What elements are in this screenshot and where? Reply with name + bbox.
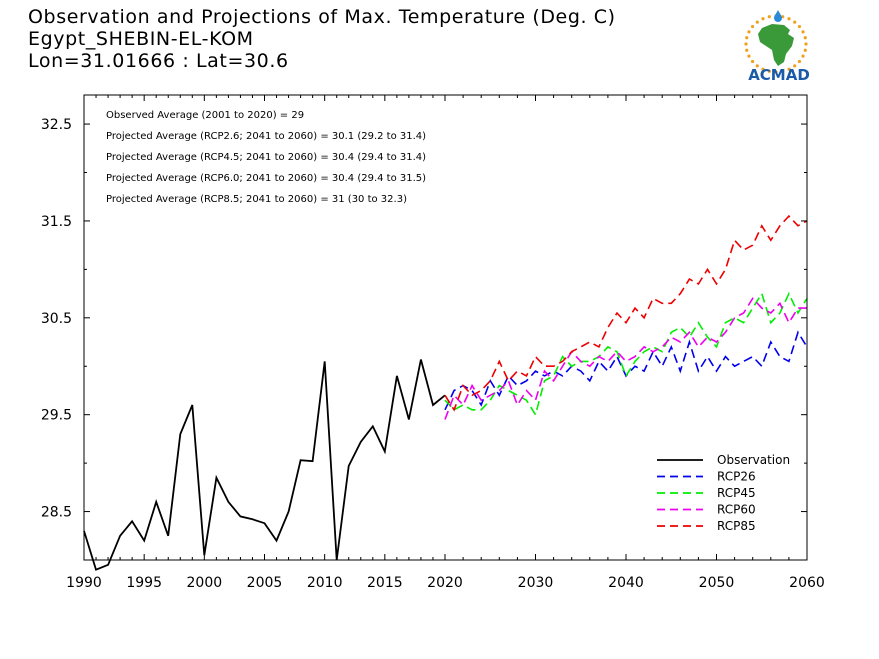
sun-ray-dot [745,48,749,52]
sun-ray-dot [755,64,759,68]
sun-ray-dot [804,42,808,46]
y-tick-label: 30.5 [41,311,72,327]
sun-ray-dot [761,67,765,71]
series-rcp60-line [444,297,807,420]
x-tick-label: 2005 [247,575,283,591]
sun-ray-dot [801,30,805,34]
sun-ray-dot [750,59,755,64]
y-tick-label: 29.5 [41,408,72,424]
sun-ray-dot [793,64,797,68]
location-name: Egypt_SHEBIN-EL-KOM [28,28,254,50]
legend-label-observation: Observation [717,453,790,467]
sun-ray-dot [761,17,765,21]
water-drop-icon [774,10,782,22]
legend-label-rcp85: RCP85 [717,519,756,533]
sun-ray-dot [767,15,771,19]
annotation-block: Observed Average (2001 to 2020) = 29 Proj… [106,110,426,205]
legend: Observation RCP26 RCP45 RCP60 RCP85 [657,453,790,533]
annotation-line: Projected Average (RCP8.5; 2041 to 2060)… [106,194,407,205]
sun-ray-dot [755,20,759,24]
series-rcp26-line [444,330,808,411]
sun-ray-dot [781,69,785,73]
x-tick-label: 2050 [699,575,735,591]
sun-ray-dot [745,36,749,40]
sun-ray-dot [744,42,748,46]
y-tick-label: 28.5 [41,505,72,521]
coordinates: Lon=31.01666 : Lat=30.6 [28,50,289,72]
sun-ray-dot [747,30,751,34]
sun-ray-dot [803,36,807,40]
sun-ray-dot [793,20,797,24]
plot-frame [83,94,808,561]
sun-ray-dot [803,48,807,52]
annotation-line: Projected Average (RCP2.6; 2041 to 2060)… [106,131,426,142]
x-tick-label: 2020 [427,575,463,591]
sun-ray-dot [797,59,802,64]
annotation-line: Projected Average (RCP4.5; 2041 to 2060)… [106,152,426,163]
sun-ray-dot [767,69,771,73]
legend-label-rcp45: RCP45 [717,486,756,500]
sun-ray-dot [774,70,778,74]
series-layer [83,214,808,571]
series-observation-line [83,359,446,571]
africa-map-icon [758,24,794,66]
x-tick-label: 2000 [187,575,223,591]
y-tick-label: 31.5 [41,214,72,230]
sun-ray-dot [797,24,802,29]
x-tick-label: 2060 [789,575,825,591]
x-tick-label: 2010 [307,575,343,591]
axes-layer: 28.5 29.5 30.5 31.5 32.5 1990 1995 2000 2005 2010… [41,94,825,591]
x-tick-label: 1990 [66,575,102,591]
x-tick-label: 1995 [126,575,162,591]
sun-rays-icon [744,14,808,74]
x-tick-label: 2015 [367,575,403,591]
sun-ray-dot [787,17,791,21]
legend-label-rcp60: RCP60 [717,503,756,517]
x-tick-label: 2030 [518,575,554,591]
legend-label-rcp26: RCP26 [717,470,756,484]
chart-title: Observation and Projections of Max. Temp… [28,6,616,28]
annotation-line: Projected Average (RCP6.0; 2041 to 2060)… [106,173,426,184]
sun-ray-dot [801,54,805,58]
sun-ray-dot [787,67,791,71]
y-tick-label: 32.5 [41,117,72,133]
acmad-logo-text: ACMAD [748,66,810,84]
sun-ray-dot [747,54,751,58]
x-tick-label: 2040 [608,575,644,591]
annotation-line: Observed Average (2001 to 2020) = 29 [106,110,304,121]
chart-header: Observation and Projections of Max. Temp… [28,6,616,72]
acmad-logo: ACMAD [744,10,810,84]
sun-ray-dot [750,24,755,29]
series-rcp85-line [444,214,808,412]
